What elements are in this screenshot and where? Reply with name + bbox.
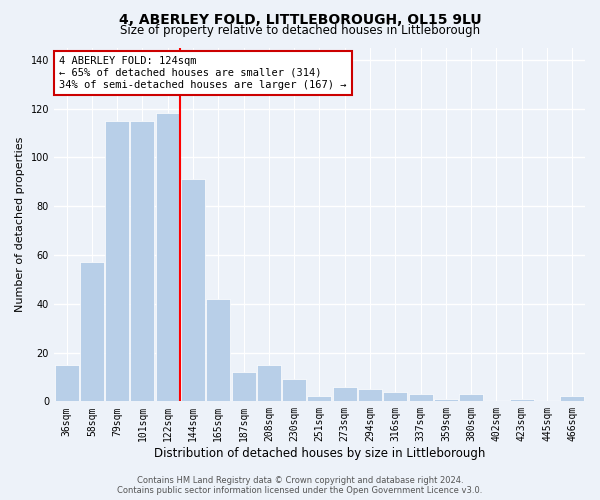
Bar: [282, 380, 306, 402]
Bar: [307, 396, 331, 402]
Bar: [257, 364, 281, 402]
Bar: [130, 120, 154, 402]
Bar: [333, 386, 357, 402]
Bar: [383, 392, 407, 402]
Bar: [459, 394, 483, 402]
Bar: [80, 262, 104, 402]
Bar: [510, 399, 534, 402]
Bar: [105, 120, 129, 402]
Y-axis label: Number of detached properties: Number of detached properties: [15, 136, 25, 312]
Bar: [232, 372, 256, 402]
X-axis label: Distribution of detached houses by size in Littleborough: Distribution of detached houses by size …: [154, 447, 485, 460]
Text: Contains HM Land Registry data © Crown copyright and database right 2024.
Contai: Contains HM Land Registry data © Crown c…: [118, 476, 482, 495]
Bar: [156, 114, 180, 402]
Bar: [560, 396, 584, 402]
Bar: [206, 299, 230, 402]
Bar: [358, 389, 382, 402]
Text: 4 ABERLEY FOLD: 124sqm
← 65% of detached houses are smaller (314)
34% of semi-de: 4 ABERLEY FOLD: 124sqm ← 65% of detached…: [59, 56, 347, 90]
Bar: [181, 180, 205, 402]
Bar: [55, 364, 79, 402]
Bar: [409, 394, 433, 402]
Text: Size of property relative to detached houses in Littleborough: Size of property relative to detached ho…: [120, 24, 480, 37]
Text: 4, ABERLEY FOLD, LITTLEBOROUGH, OL15 9LU: 4, ABERLEY FOLD, LITTLEBOROUGH, OL15 9LU: [119, 12, 481, 26]
Bar: [434, 399, 458, 402]
